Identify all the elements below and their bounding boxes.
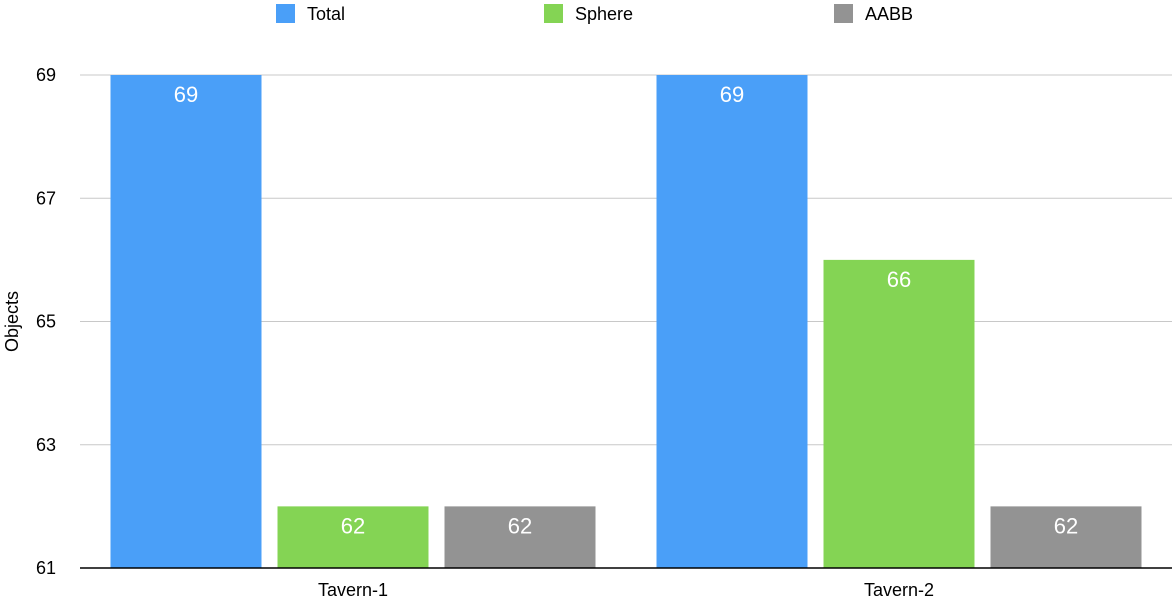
bar-total-tavern-2	[656, 75, 808, 568]
bar-aabb-tavern-1	[444, 506, 596, 568]
bar-value-label: 69	[720, 82, 744, 107]
bar-sphere-tavern-2	[823, 259, 975, 568]
y-tick-labels: 61 63 65 67 69	[36, 65, 56, 578]
legend-label: Total	[307, 4, 345, 24]
bar-sphere-tavern-1	[277, 506, 429, 568]
bar-value-label: 66	[887, 267, 911, 292]
legend-label: AABB	[865, 4, 913, 24]
legend-swatch-aabb	[834, 4, 853, 23]
bar-value-label: 69	[174, 82, 198, 107]
y-tick-label: 61	[36, 558, 56, 578]
value-labels: 69 62 62 69 66 62	[174, 82, 1078, 538]
gridlines	[80, 74, 1172, 446]
bar-aabb-tavern-2	[990, 506, 1142, 568]
bar-value-label: 62	[1054, 513, 1078, 538]
x-category-label: Tavern-2	[864, 580, 934, 600]
y-tick-label: 65	[36, 312, 56, 332]
x-category-label: Tavern-1	[318, 580, 388, 600]
bar-value-label: 62	[341, 513, 365, 538]
x-category-labels: Tavern-1 Tavern-2	[318, 580, 934, 600]
bar-value-label: 62	[508, 513, 532, 538]
y-tick-label: 67	[36, 188, 56, 208]
y-tick-label: 63	[36, 435, 56, 455]
y-tick-label: 69	[36, 65, 56, 85]
legend-swatch-sphere	[544, 4, 563, 23]
legend-swatch-total	[276, 4, 295, 23]
y-axis-label: Objects	[2, 291, 22, 352]
legend: Total Sphere AABB	[276, 4, 913, 24]
bars	[110, 75, 1142, 568]
legend-label: Sphere	[575, 4, 633, 24]
bar-total-tavern-1	[110, 75, 262, 568]
